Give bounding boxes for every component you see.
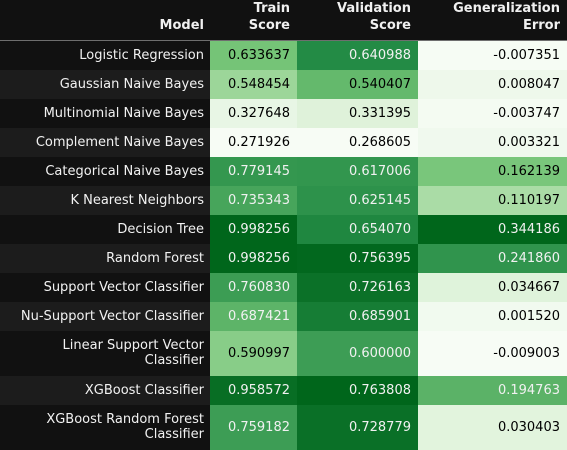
generalization-error-cell: -0.003747 [418,98,567,128]
model-name-cell: Linear Support Vector Classifier [0,330,210,376]
column-header-validation-score: Validation Score [297,0,418,41]
table-row: Support Vector Classifier 0.760830 0.72616… [0,272,567,302]
generalization-error-cell: 0.344186 [418,214,567,244]
table-row: K Nearest Neighbors 0.735343 0.625145 0.110… [0,185,567,215]
train-score-cell: 0.590997 [210,330,297,376]
header-train-line2: Score [248,18,290,33]
column-header-model: Model [0,0,210,41]
model-name-cell: Random Forest [0,243,210,273]
table-body: Logistic Regression 0.633637 0.640988 -0.00… [0,40,567,450]
model-name-cell: Nu-Support Vector Classifier [0,301,210,331]
model-name-cell: Complement Naive Bayes [0,127,210,157]
train-score-cell: 0.548454 [210,69,297,99]
generalization-error-cell: 0.034667 [418,272,567,302]
table-row: XGBoost Classifier 0.958572 0.763808 0.1947… [0,375,567,405]
validation-score-cell: 0.726163 [297,272,418,302]
table-row: Decision Tree 0.998256 0.654070 0.344186 [0,214,567,244]
table-row: Categorical Naive Bayes 0.779145 0.617006 0… [0,156,567,186]
model-name-cell: XGBoost Random Forest Classifier [0,404,210,450]
train-score-cell: 0.998256 [210,214,297,244]
generalization-error-cell: 0.241860 [418,243,567,273]
train-score-cell: 0.958572 [210,375,297,405]
model-name-cell: Decision Tree [0,214,210,244]
header-validation-line2: Score [369,18,411,33]
model-name-cell: Multinomial Naive Bayes [0,98,210,128]
train-score-cell: 0.687421 [210,301,297,331]
header-generalization-line2: Error [522,18,560,33]
model-name-cell: Categorical Naive Bayes [0,156,210,186]
table-row: Nu-Support Vector Classifier 0.687421 0.68… [0,301,567,331]
column-header-generalization-error: Generalization Error [418,0,567,41]
table-row: Multinomial Naive Bayes 0.327648 0.331395-… [0,98,567,128]
table-row: Linear Support Vector Classifier 0.590997… [0,330,567,376]
column-header-train-score: Train Score [210,0,297,41]
generalization-error-cell: -0.007351 [418,40,567,70]
validation-score-cell: 0.540407 [297,69,418,99]
validation-score-cell: 0.763808 [297,375,418,405]
model-name-cell: Logistic Regression [0,40,210,70]
header-train-line1: Train [253,1,290,16]
train-score-cell: 0.633637 [210,40,297,70]
header-validation-line1: Validation [337,1,411,16]
validation-score-cell: 0.756395 [297,243,418,273]
validation-score-cell: 0.685901 [297,301,418,331]
table-row: Logistic Regression 0.633637 0.640988 -0.00… [0,40,567,70]
table-row: Gaussian Naive Bayes 0.548454 0.540407 0.00… [0,69,567,99]
model-name-cell: XGBoost Classifier [0,375,210,405]
train-score-cell: 0.735343 [210,185,297,215]
generalization-error-cell: 0.110197 [418,185,567,215]
generalization-error-cell: 0.030403 [418,404,567,450]
generalization-error-cell: 0.008047 [418,69,567,99]
model-name-cell: K Nearest Neighbors [0,185,210,215]
validation-score-cell: 0.654070 [297,214,418,244]
generalization-error-cell: -0.009003 [418,330,567,376]
model-name-cell: Gaussian Naive Bayes [0,69,210,99]
train-score-cell: 0.759182 [210,404,297,450]
generalization-error-cell: 0.162139 [418,156,567,186]
validation-score-cell: 0.268605 [297,127,418,157]
header-row: Model Train Score Validation Score General… [0,0,567,41]
validation-score-cell: 0.600000 [297,330,418,376]
validation-score-cell: 0.625145 [297,185,418,215]
table-row: Random Forest 0.998256 0.756395 0.241860 [0,243,567,273]
generalization-error-cell: 0.194763 [418,375,567,405]
validation-score-cell: 0.331395 [297,98,418,128]
train-score-cell: 0.998256 [210,243,297,273]
train-score-cell: 0.271926 [210,127,297,157]
generalization-error-cell: 0.003321 [418,127,567,157]
model-name-cell: Support Vector Classifier [0,272,210,302]
train-score-cell: 0.779145 [210,156,297,186]
train-score-cell: 0.327648 [210,98,297,128]
train-score-cell: 0.760830 [210,272,297,302]
header-generalization-line1: Generalization [453,1,560,16]
generalization-error-cell: 0.001520 [418,301,567,331]
table-row: XGBoost Random Forest Classifier 0.759182… [0,404,567,450]
validation-score-cell: 0.728779 [297,404,418,450]
header-model-label: Model [159,18,204,33]
table-row: Complement Naive Bayes 0.271926 0.268605 0.… [0,127,567,157]
validation-score-cell: 0.617006 [297,156,418,186]
validation-score-cell: 0.640988 [297,40,418,70]
table-header: Model Train Score Validation Score General… [0,0,567,41]
